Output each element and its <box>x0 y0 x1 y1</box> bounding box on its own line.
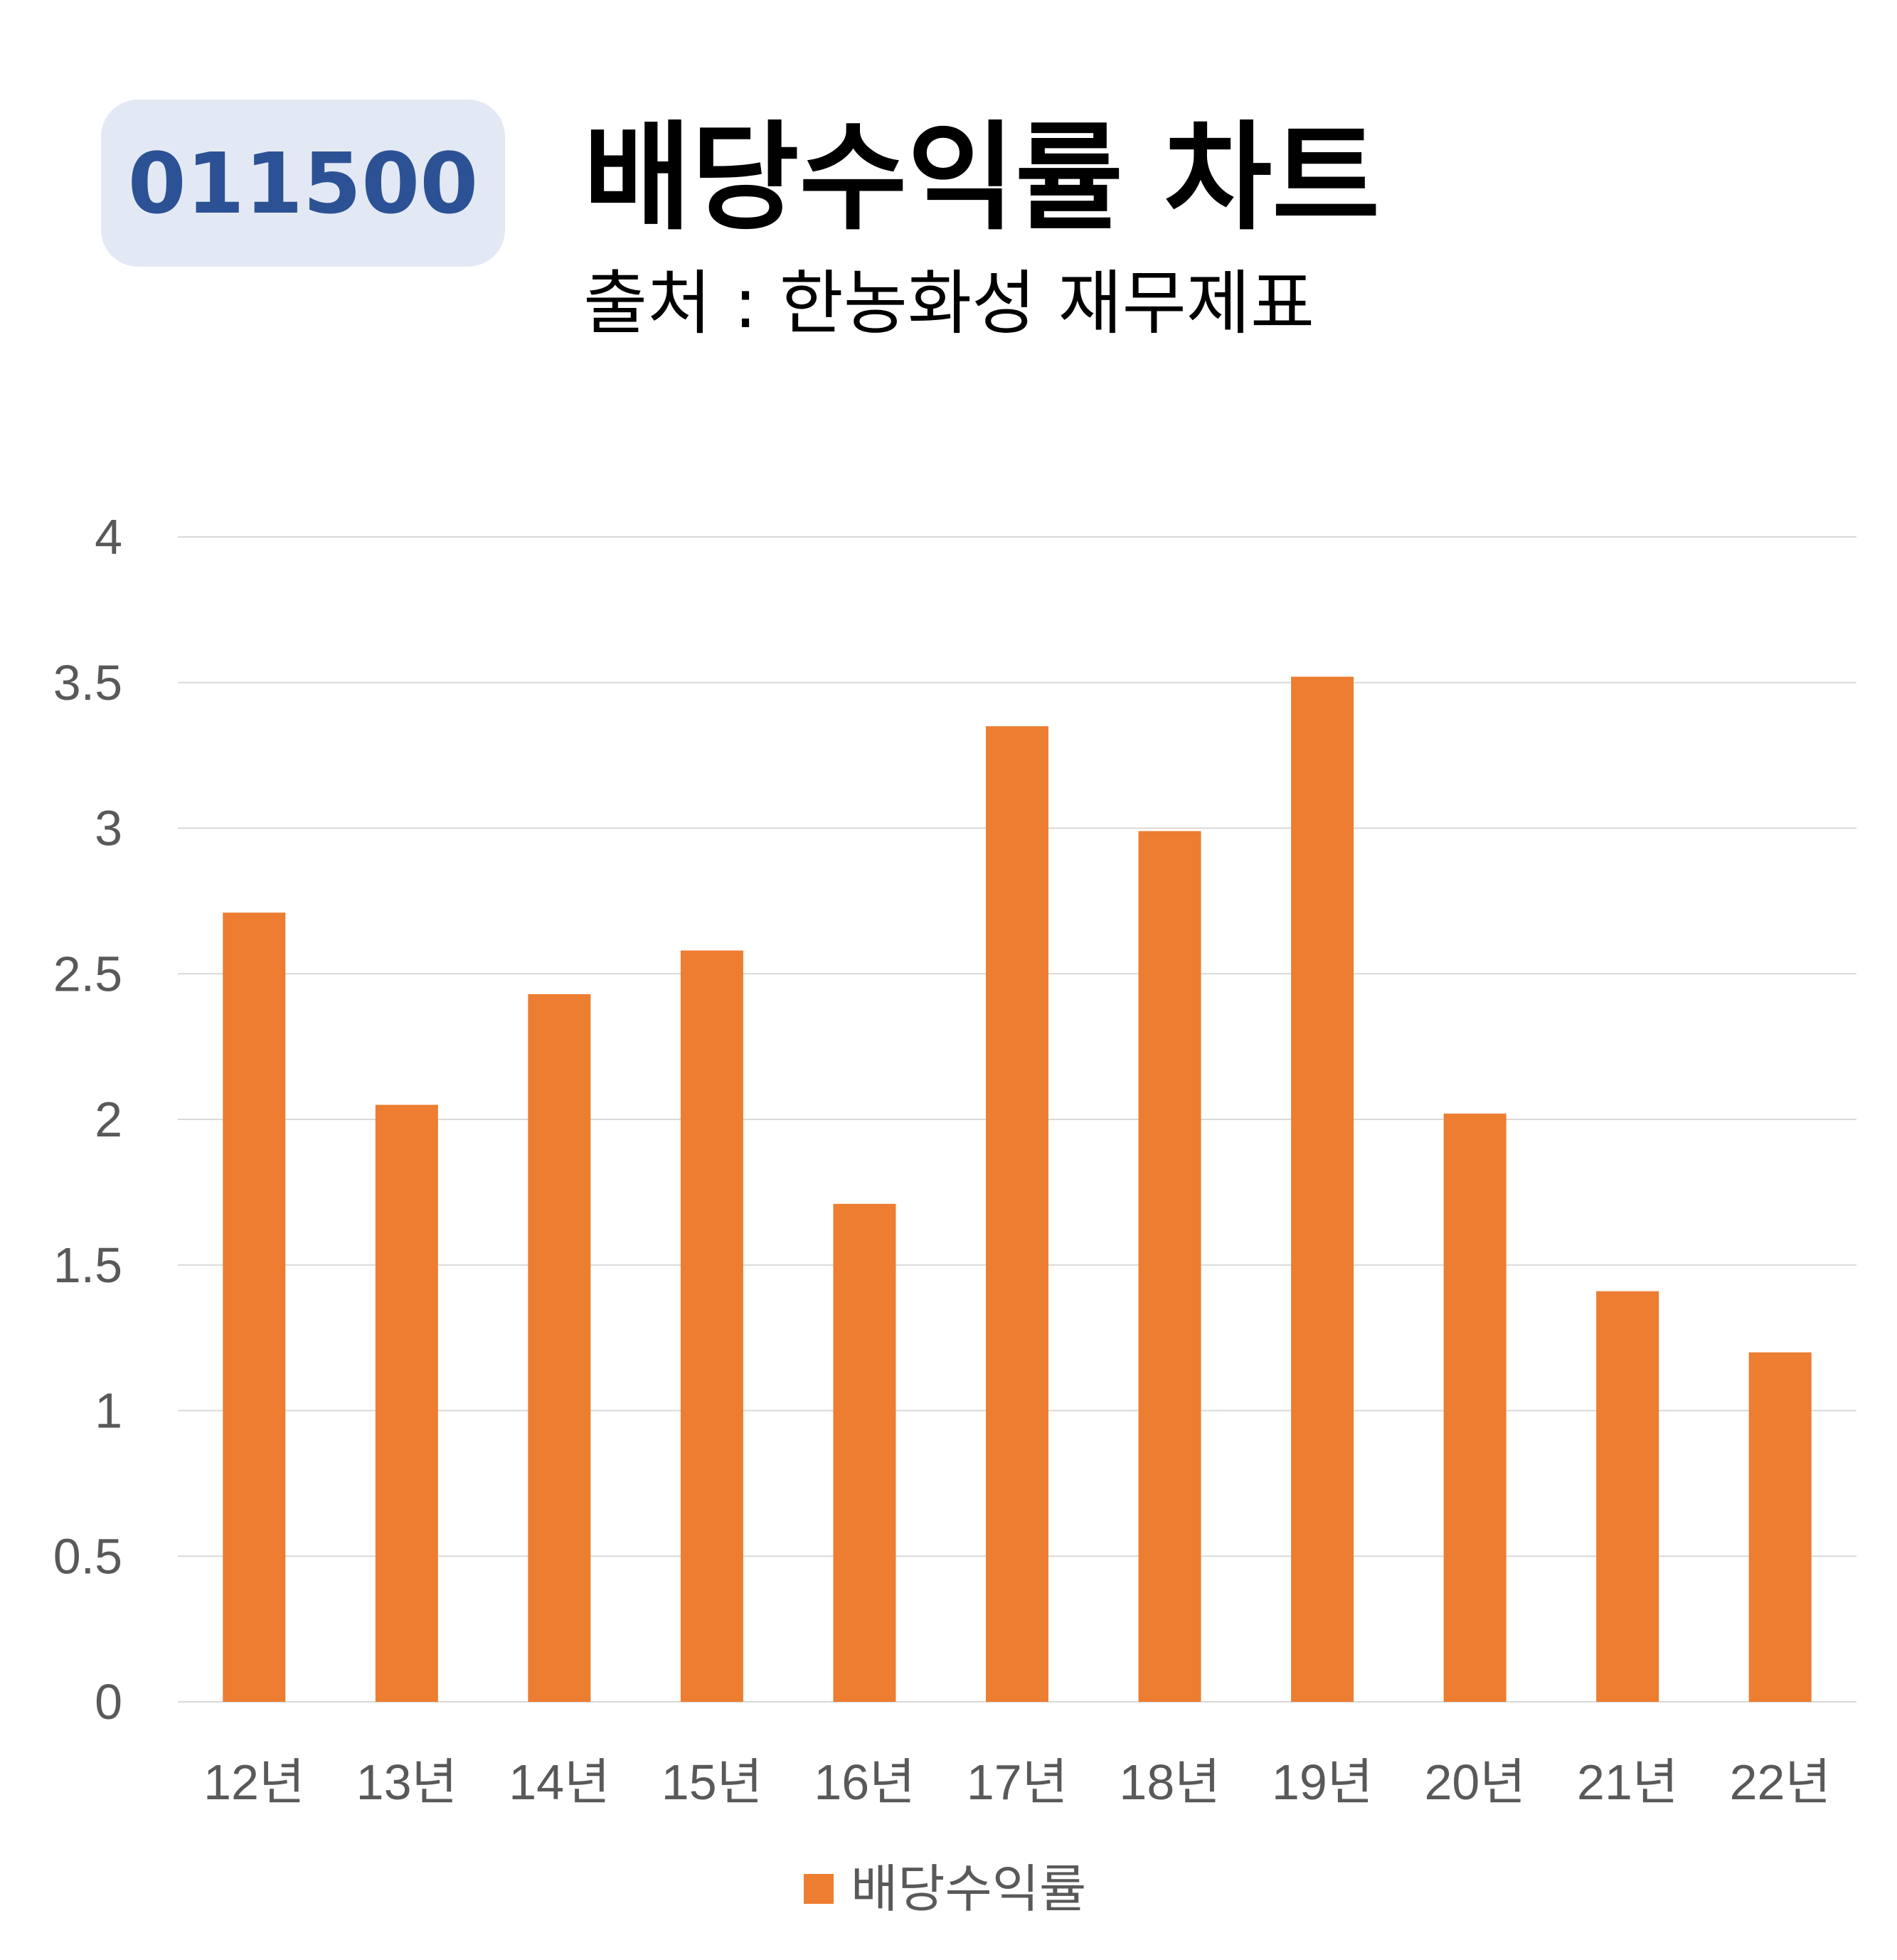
chart-subtitle: 출처 : 한농화성 재무제표 <box>583 263 1315 344</box>
y-tick-label: 0.5 <box>53 1528 122 1584</box>
x-tick-label: 19년 <box>1272 1754 1373 1810</box>
chart-title: 배당수익률 차트 <box>583 110 1381 246</box>
bar <box>833 1203 896 1702</box>
x-tick-label: 18년 <box>1119 1754 1220 1810</box>
bar <box>1748 1352 1812 1702</box>
y-tick-label: 1.5 <box>53 1237 122 1293</box>
x-tick-label: 20년 <box>1425 1754 1526 1810</box>
y-tick-label: 1 <box>95 1383 122 1439</box>
x-tick-label: 17년 <box>967 1754 1068 1810</box>
x-tick-label: 22년 <box>1730 1754 1831 1810</box>
y-tick-label: 4 <box>95 509 122 565</box>
x-tick-label: 21년 <box>1577 1754 1678 1810</box>
y-tick-label: 2 <box>95 1092 122 1147</box>
stock-code-badge: 011500 <box>101 100 505 267</box>
y-tick-label: 3 <box>95 801 122 856</box>
y-tick-label: 0 <box>95 1674 122 1730</box>
legend: 배당수익률 <box>804 1863 1086 1914</box>
y-tick-label: 3.5 <box>53 655 122 710</box>
bar <box>1596 1291 1659 1702</box>
bar <box>1443 1113 1507 1702</box>
bar <box>986 726 1048 1702</box>
bar <box>680 950 743 1702</box>
x-tick-label: 15년 <box>661 1754 762 1810</box>
y-tick-label: 2.5 <box>53 946 122 1001</box>
stock-code: 011500 <box>127 134 479 233</box>
legend-label: 배당수익률 <box>851 1859 1087 1919</box>
x-tick-label: 14년 <box>509 1754 610 1810</box>
bar <box>1138 831 1201 1702</box>
x-tick-label: 16년 <box>814 1754 915 1810</box>
bar <box>528 994 591 1702</box>
legend-swatch <box>804 1874 834 1904</box>
bar <box>223 912 286 1702</box>
bar <box>375 1104 438 1702</box>
bar <box>1291 676 1354 1702</box>
x-tick-label: 13년 <box>356 1754 457 1810</box>
x-tick-label: 12년 <box>203 1754 304 1810</box>
